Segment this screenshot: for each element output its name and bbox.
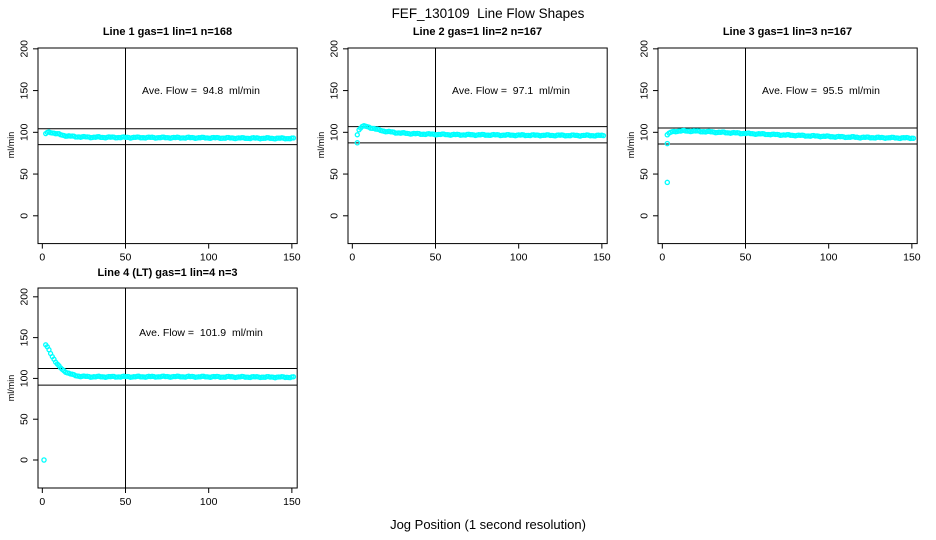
y-tick-label: 0 bbox=[330, 212, 341, 218]
y-tick-label: 100 bbox=[640, 123, 651, 141]
y-tick-label: 0 bbox=[20, 457, 31, 463]
y-tick-label: 50 bbox=[330, 168, 341, 180]
reference-lines bbox=[348, 47, 608, 244]
x-tick-label: 100 bbox=[200, 252, 218, 263]
y-tick-label: 200 bbox=[330, 40, 341, 58]
x-tick-label: 0 bbox=[350, 252, 356, 263]
x-tick-label: 150 bbox=[903, 252, 921, 263]
y-tick-label: 0 bbox=[640, 212, 651, 218]
plot-svg-1: 0 50 100 150 0 50 100 150 200 bbox=[20, 40, 301, 264]
x-tick-label: 50 bbox=[120, 252, 132, 263]
scatter-series bbox=[354, 122, 607, 146]
y-tick-label: 50 bbox=[20, 413, 31, 425]
figure-title: FEF_130109 Line Flow Shapes bbox=[391, 6, 585, 21]
plot-svg-4: 0 50 100 150 0 50 100 150 200 bbox=[20, 287, 301, 508]
panel-1-title: Line 1 gas=1 lin=1 n=168 bbox=[102, 26, 233, 38]
panel-3-ave-flow-annotation: Ave. Flow = 95.5 ml/min bbox=[762, 85, 880, 97]
axes: 0 50 100 150 0 50 100 150 200 bbox=[20, 288, 301, 508]
axes: 0 50 100 150 0 50 100 150 200 bbox=[330, 40, 611, 264]
plot-box bbox=[347, 47, 608, 244]
panel-2-title: Line 2 gas=1 lin=2 n=167 bbox=[412, 26, 543, 38]
plot-box bbox=[657, 47, 918, 244]
reference-lines bbox=[38, 47, 298, 244]
axes: 0 50 100 150 0 50 100 150 200 bbox=[20, 40, 301, 264]
panel-1-ave-flow-annotation: Ave. Flow = 94.8 ml/min bbox=[142, 85, 260, 97]
x-tick-label: 50 bbox=[430, 252, 442, 263]
y-tick-label: 150 bbox=[330, 81, 341, 99]
x-tick-label: 100 bbox=[200, 497, 218, 508]
plot-box bbox=[37, 47, 298, 244]
panel-4-title: Line 4 (LT) gas=1 lin=4 n=3 bbox=[97, 267, 238, 279]
y-tick-label: 0 bbox=[20, 212, 31, 218]
scatter-series bbox=[664, 127, 917, 185]
x-tick-label: 0 bbox=[40, 497, 46, 508]
scatter-series bbox=[43, 129, 297, 142]
y-tick-label: 200 bbox=[20, 288, 31, 306]
plot-svg-3: 0 50 100 150 0 50 100 150 200 bbox=[640, 40, 921, 264]
figure-x-axis-label: Jog Position (1 second resolution) bbox=[390, 517, 586, 532]
reference-lines bbox=[658, 47, 918, 244]
y-tick-label: 100 bbox=[20, 123, 31, 141]
y-tick-label: 150 bbox=[20, 81, 31, 99]
x-tick-label: 150 bbox=[283, 497, 301, 508]
y-tick-label: 100 bbox=[20, 369, 31, 387]
x-tick-label: 50 bbox=[120, 497, 132, 508]
x-tick-label: 150 bbox=[593, 252, 611, 263]
y-tick-label: 50 bbox=[20, 168, 31, 180]
panel-4-ave-flow-annotation: Ave. Flow = 101.9 ml/min bbox=[139, 327, 263, 339]
y-tick-label: 150 bbox=[20, 329, 31, 347]
x-tick-label: 0 bbox=[660, 252, 666, 263]
y-tick-label: 100 bbox=[330, 123, 341, 141]
scatter-series bbox=[41, 342, 297, 463]
y-tick-label: 200 bbox=[640, 40, 651, 58]
panel-2-ave-flow-annotation: Ave. Flow = 97.1 ml/min bbox=[452, 85, 570, 97]
y-tick-label: 50 bbox=[640, 168, 651, 180]
panel-3-title: Line 3 gas=1 lin=3 n=167 bbox=[722, 26, 853, 38]
x-tick-label: 100 bbox=[510, 252, 528, 263]
reference-lines bbox=[38, 288, 298, 488]
x-tick-label: 150 bbox=[283, 252, 301, 263]
axes: 0 50 100 150 0 50 100 150 200 bbox=[640, 40, 921, 264]
plot-box bbox=[37, 287, 298, 489]
x-tick-label: 50 bbox=[740, 252, 752, 263]
y-tick-label: 200 bbox=[20, 40, 31, 58]
y-tick-label: 150 bbox=[640, 81, 651, 99]
x-tick-label: 0 bbox=[40, 252, 46, 263]
x-tick-label: 100 bbox=[820, 252, 838, 263]
plot-svg-2: 0 50 100 150 0 50 100 150 200 bbox=[330, 40, 611, 264]
